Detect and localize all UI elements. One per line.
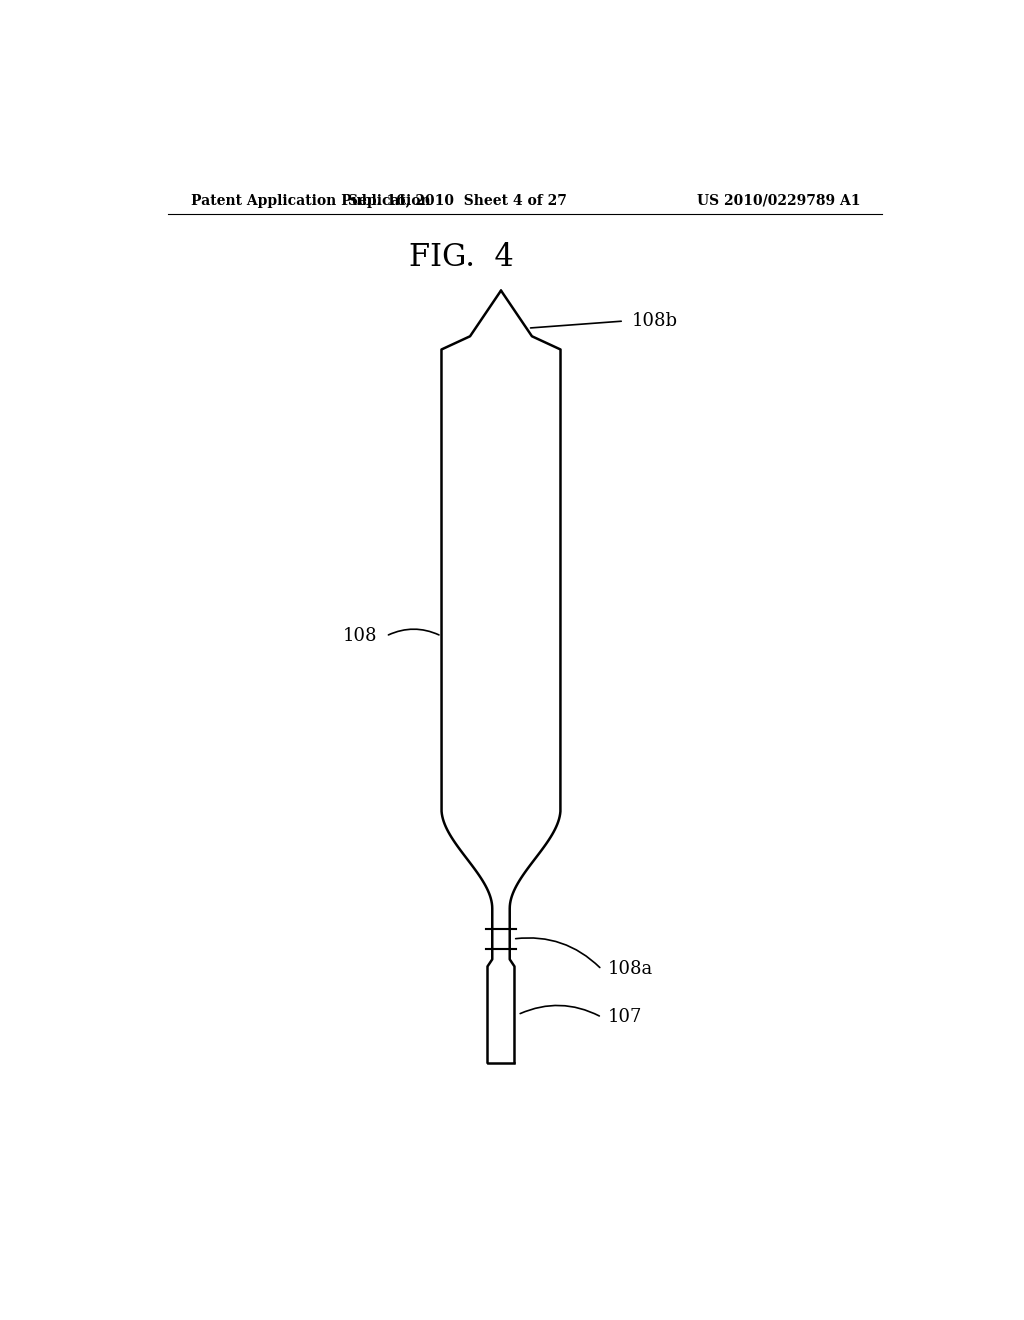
Text: 108: 108	[342, 627, 377, 645]
Text: US 2010/0229789 A1: US 2010/0229789 A1	[697, 194, 860, 209]
Text: Sep. 16, 2010  Sheet 4 of 27: Sep. 16, 2010 Sheet 4 of 27	[348, 194, 566, 209]
Text: 108b: 108b	[632, 312, 678, 330]
Text: 107: 107	[608, 1008, 642, 1026]
Text: Patent Application Publication: Patent Application Publication	[191, 194, 431, 209]
Text: 108a: 108a	[608, 961, 653, 978]
Text: FIG.  4: FIG. 4	[409, 242, 514, 273]
